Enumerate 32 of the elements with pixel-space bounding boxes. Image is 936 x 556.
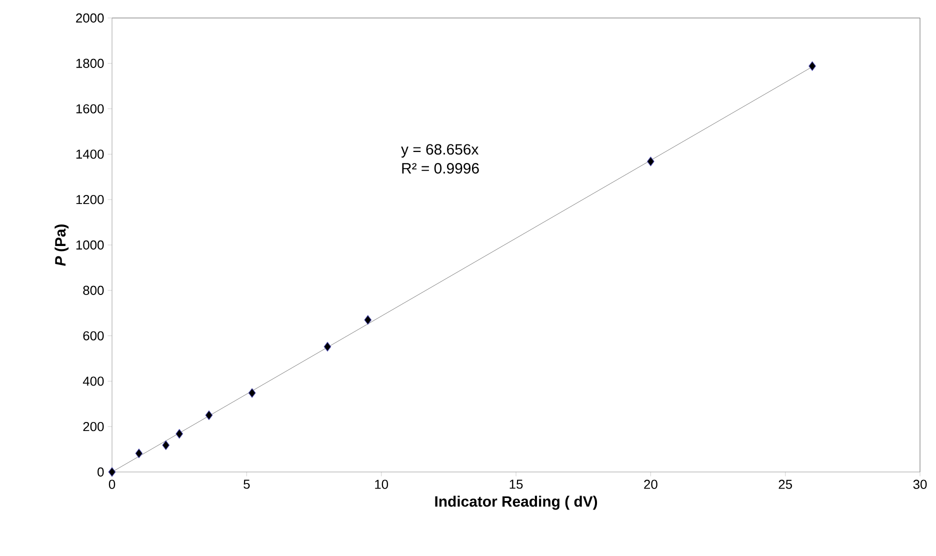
y-axis-title: P (Pa) <box>54 224 69 266</box>
point <box>135 448 143 458</box>
y-tick-label: 600 <box>83 331 104 340</box>
x-tick-label: 0 <box>108 480 116 489</box>
x-tick-label: 25 <box>778 480 792 489</box>
x-tick-label: 15 <box>510 480 523 489</box>
point <box>205 410 213 420</box>
y-tick-label: 2000 <box>76 13 104 23</box>
point <box>248 388 256 398</box>
y-tick-label: 1800 <box>76 58 104 68</box>
y-tick-label: 200 <box>83 422 104 432</box>
y-tick-label: 1000 <box>76 240 104 250</box>
y-tick-label: 800 <box>83 286 104 295</box>
annotation: R² = 0.9996 <box>402 163 479 174</box>
y-tick-label: 1600 <box>76 104 104 114</box>
point <box>108 467 116 477</box>
x-tick-label: 20 <box>644 480 658 489</box>
x-tick-label: 10 <box>375 480 388 489</box>
point <box>176 429 184 439</box>
point <box>647 156 654 166</box>
x-tick-label: 30 <box>913 480 927 489</box>
annotation: y = 68.656x <box>401 144 479 158</box>
x-axis-title: Indicator Reading ( dV) <box>435 496 598 510</box>
point <box>808 61 816 71</box>
point <box>324 342 332 352</box>
y-tick-label: 1400 <box>76 150 104 159</box>
y-tick-label: 1200 <box>76 194 104 204</box>
point <box>364 315 372 325</box>
x-tick-label: 5 <box>244 480 250 489</box>
y-tick-label: 0 <box>98 467 104 477</box>
point <box>162 440 170 450</box>
y-tick-label: 400 <box>82 376 104 386</box>
